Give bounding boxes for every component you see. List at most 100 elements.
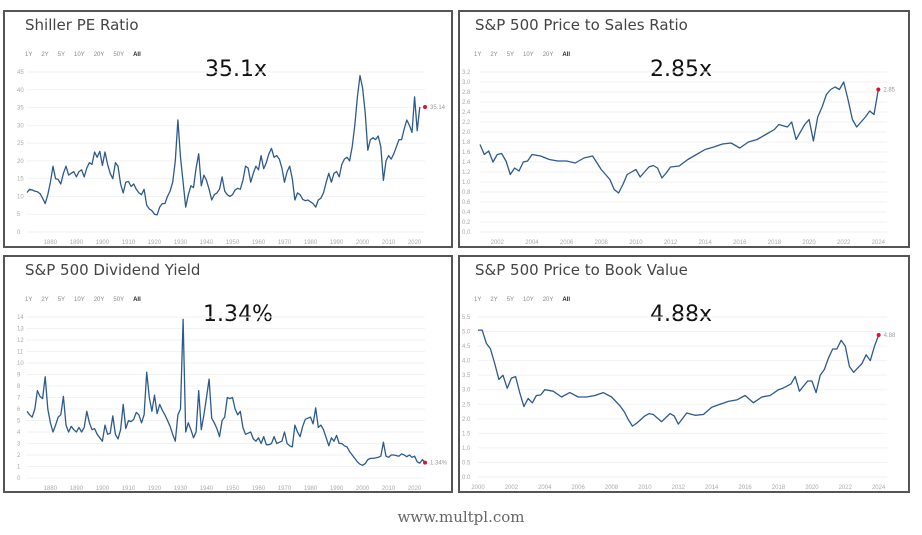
range-button-20y[interactable]: 20Y xyxy=(542,52,554,58)
x-tick-label: 2022 xyxy=(839,485,853,491)
x-tick-label: 1920 xyxy=(148,240,162,246)
x-tick-label: 1920 xyxy=(148,486,162,491)
x-tick-label: 2018 xyxy=(768,240,782,246)
x-tick-label: 1940 xyxy=(200,486,214,491)
x-tick-label: 1910 xyxy=(122,486,136,491)
series-line xyxy=(479,81,879,194)
range-button-1y[interactable]: 1Y xyxy=(25,52,33,58)
y-tick-label: 30 xyxy=(17,123,24,129)
x-tick-label: 1890 xyxy=(70,486,84,491)
y-tick-label: 7 xyxy=(17,396,21,402)
range-button-all[interactable]: All xyxy=(133,52,141,58)
range-button-1y[interactable]: 1Y xyxy=(25,297,33,303)
range-button-20y[interactable]: 20Y xyxy=(93,52,105,58)
y-tick-label: 13 xyxy=(17,327,24,333)
x-tick-label: 2014 xyxy=(698,240,712,246)
x-tick-label: 2020 xyxy=(408,240,422,246)
x-tick-label: 2016 xyxy=(738,485,752,491)
x-tick-label: 2004 xyxy=(538,485,552,491)
y-tick-label: 45 xyxy=(17,70,24,76)
last-value-marker xyxy=(423,105,427,110)
x-tick-label: 1980 xyxy=(304,240,318,246)
range-button-5y[interactable]: 5Y xyxy=(57,297,66,303)
range-button-5y[interactable]: 5Y xyxy=(506,297,515,303)
headline-value: 1.34% xyxy=(203,302,273,327)
x-tick-label: 1880 xyxy=(44,240,58,246)
y-tick-label: 1.4 xyxy=(462,160,471,166)
x-tick-label: 2006 xyxy=(560,240,574,246)
y-tick-label: 2 xyxy=(17,453,21,459)
range-selector: 1Y 2Y 5Y 10Y 20Y All xyxy=(474,297,570,303)
x-tick-label: 2008 xyxy=(605,485,619,491)
y-tick-label: 1.0 xyxy=(462,180,471,186)
range-button-5y[interactable]: 5Y xyxy=(506,52,515,58)
y-tick-label: 3.0 xyxy=(462,388,471,394)
x-tick-label: 2000 xyxy=(356,240,370,246)
range-button-10y[interactable]: 10Y xyxy=(523,297,534,303)
x-tick-label: 2014 xyxy=(705,485,719,491)
series-line xyxy=(26,318,426,466)
range-button-all[interactable]: All xyxy=(562,52,571,58)
range-button-2y[interactable]: 2Y xyxy=(490,297,498,303)
y-tick-label: 4.0 xyxy=(462,359,471,365)
y-tick-label: 2.2 xyxy=(462,120,471,126)
y-tick-label: 15 xyxy=(17,177,24,183)
range-button-2y[interactable]: 2Y xyxy=(41,52,49,58)
chart-title: S&P 500 Price to Book Value xyxy=(475,261,688,279)
x-tick-label: 1930 xyxy=(174,240,188,246)
range-button-10y[interactable]: 10Y xyxy=(74,52,85,58)
x-tick-label: 2000 xyxy=(471,485,485,491)
range-button-20y[interactable]: 20Y xyxy=(93,297,105,303)
last-value-marker xyxy=(423,460,427,465)
y-tick-label: 3.0 xyxy=(462,80,471,86)
range-button-2y[interactable]: 2Y xyxy=(490,52,498,58)
y-tick-label: 3.5 xyxy=(462,373,471,379)
range-button-1y[interactable]: 1Y xyxy=(474,52,482,58)
y-tick-label: 3 xyxy=(17,442,21,448)
x-tick-label: 2000 xyxy=(356,486,370,491)
range-button-20y[interactable]: 20Y xyxy=(542,297,554,303)
x-tick-label: 2020 xyxy=(805,485,819,491)
range-selector: 1Y 2Y 5Y 10Y 20Y 50Y All xyxy=(25,297,141,303)
y-tick-label: 1.0 xyxy=(462,446,471,452)
y-tick-label: 1.5 xyxy=(462,431,471,437)
range-button-all[interactable]: All xyxy=(562,297,571,303)
x-tick-label: 2018 xyxy=(772,485,786,491)
chart-title: Shiller PE Ratio xyxy=(25,16,139,34)
headline-value: 2.85x xyxy=(650,57,713,82)
y-tick-label: 10 xyxy=(17,194,24,200)
last-value-label: 35.14 xyxy=(430,105,446,111)
y-tick-label: 11 xyxy=(17,350,24,356)
y-tick-label: 0 xyxy=(17,230,21,236)
x-tick-label: 1970 xyxy=(278,240,292,246)
y-tick-label: 4 xyxy=(17,430,21,436)
shiller-pe-panel: Shiller PE Ratio 1Y 2Y 5Y 10Y 20Y 50Y All 35.1… xyxy=(3,10,453,248)
x-tick-label: 1960 xyxy=(252,486,266,491)
x-tick-label: 1990 xyxy=(330,240,344,246)
x-tick-label: 2010 xyxy=(382,486,396,491)
x-tick-label: 1970 xyxy=(278,486,292,491)
x-tick-label: 1900 xyxy=(96,486,110,491)
range-button-1y[interactable]: 1Y xyxy=(474,297,482,303)
y-tick-label: 1 xyxy=(17,465,21,471)
y-tick-label: 25 xyxy=(17,141,24,147)
y-tick-label: 0.5 xyxy=(462,460,471,466)
x-tick-label: 2024 xyxy=(872,485,886,491)
y-tick-label: 0.4 xyxy=(462,210,471,216)
range-button-2y[interactable]: 2Y xyxy=(41,297,49,303)
y-tick-label: 2.5 xyxy=(462,402,471,408)
y-tick-label: 14 xyxy=(17,315,24,321)
range-button-5y[interactable]: 5Y xyxy=(57,52,66,58)
x-tick-label: 1960 xyxy=(252,240,266,246)
price-to-book-panel: S&P 500 Price to Book Value 1Y 2Y 5Y 10Y 20Y… xyxy=(458,255,910,493)
range-button-50y[interactable]: 50Y xyxy=(113,52,125,58)
shiller-pe-chart: 0 5 10 15 20 25 30 35 40 45 1880 1890 1900 1910 1920 19… xyxy=(17,70,446,246)
range-button-10y[interactable]: 10Y xyxy=(74,297,85,303)
range-button-10y[interactable]: 10Y xyxy=(523,52,534,58)
range-selector: 1Y 2Y 5Y 10Y 20Y All xyxy=(474,52,570,58)
x-tick-label: 2010 xyxy=(629,240,643,246)
y-tick-label: 0.2 xyxy=(462,220,471,226)
range-button-all[interactable]: All xyxy=(133,297,141,303)
range-button-50y[interactable]: 50Y xyxy=(113,297,125,303)
x-tick-label: 2002 xyxy=(491,240,505,246)
